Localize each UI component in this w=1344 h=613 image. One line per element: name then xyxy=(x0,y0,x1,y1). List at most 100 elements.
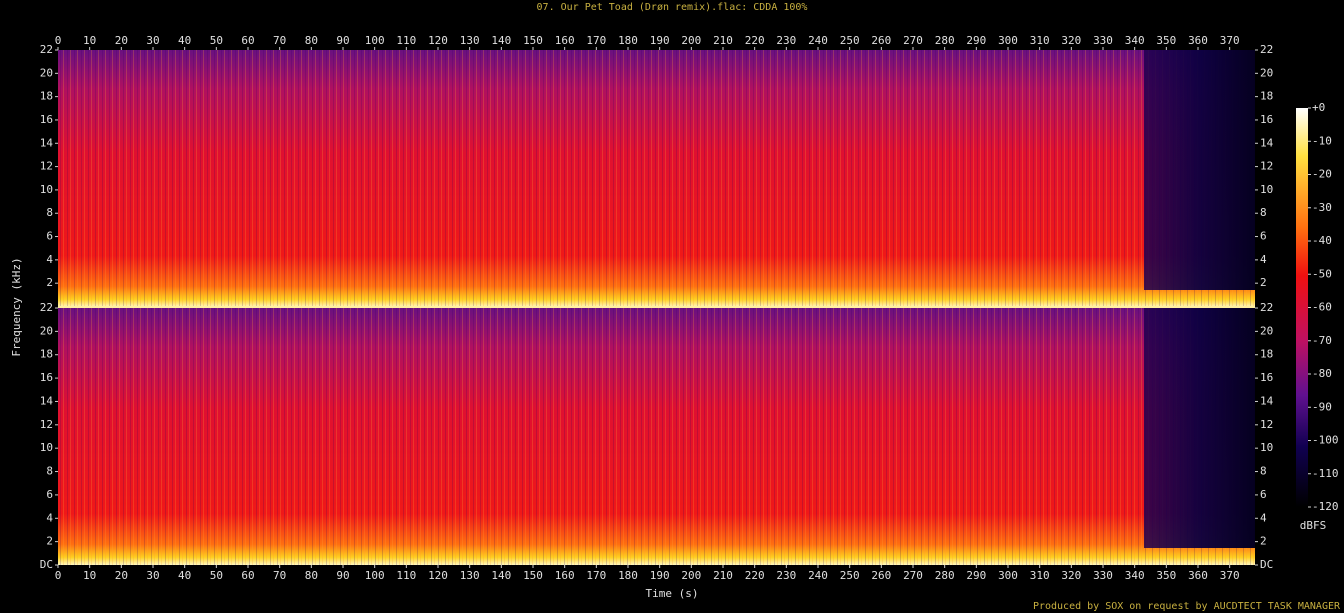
color-bar-tick-label: -20 xyxy=(1312,168,1332,181)
y-tick-label: 12 xyxy=(40,160,53,173)
x-tick-label: 260 xyxy=(871,34,891,47)
x-tick-label: 160 xyxy=(555,34,575,47)
color-bar-tick-label: +0 xyxy=(1312,101,1325,114)
y-tick-label: 20 xyxy=(40,66,53,79)
color-bar-label: dBFS xyxy=(1300,519,1327,532)
y-tick-label: 16 xyxy=(1260,113,1273,126)
x-tick-label: 190 xyxy=(650,34,670,47)
x-tick-label: 190 xyxy=(650,569,670,582)
y-tick-label: 14 xyxy=(40,136,54,149)
x-tick-label: 210 xyxy=(713,569,733,582)
x-tick-label: 50 xyxy=(210,34,223,47)
x-tick-label: 50 xyxy=(210,569,223,582)
y-tick-label: 4 xyxy=(1260,511,1267,524)
y-tick-label: 2 xyxy=(1260,535,1267,548)
x-tick-label: 320 xyxy=(1061,569,1081,582)
x-tick-label: 140 xyxy=(491,569,511,582)
x-tick-label: 200 xyxy=(681,34,701,47)
y-tick-label: 18 xyxy=(1260,90,1273,103)
x-tick-label: 140 xyxy=(491,34,511,47)
x-tick-label: 40 xyxy=(178,569,191,582)
x-tick-label: 80 xyxy=(305,569,318,582)
x-tick-label: 80 xyxy=(305,34,318,47)
x-tick-label: 260 xyxy=(871,569,891,582)
y-tick-label: 18 xyxy=(40,90,53,103)
x-tick-label: 290 xyxy=(966,34,986,47)
x-tick-label: 370 xyxy=(1220,34,1240,47)
y-tick-label: 22 xyxy=(40,43,53,56)
x-tick-label: 240 xyxy=(808,569,828,582)
color-bar-tick-label: -60 xyxy=(1312,301,1332,314)
x-tick-label: 30 xyxy=(146,34,159,47)
color-bar-tick-label: -50 xyxy=(1312,267,1332,280)
y-tick-label: 8 xyxy=(46,465,53,478)
x-tick-label: 150 xyxy=(523,569,543,582)
x-tick-label: 200 xyxy=(681,569,701,582)
x-tick-label: 370 xyxy=(1220,569,1240,582)
x-tick-label: 290 xyxy=(966,569,986,582)
x-tick-label: 340 xyxy=(1125,569,1145,582)
x-tick-label: 350 xyxy=(1156,34,1176,47)
color-bar-tick-label: -10 xyxy=(1312,134,1332,147)
y-tick-label: 14 xyxy=(40,394,54,407)
x-tick-label: 110 xyxy=(396,34,416,47)
y-tick-label: 4 xyxy=(1260,253,1267,266)
x-tick-label: 270 xyxy=(903,34,923,47)
x-tick-label: 210 xyxy=(713,34,733,47)
x-tick-label: 330 xyxy=(1093,569,1113,582)
color-bar-tick-label: -80 xyxy=(1312,367,1332,380)
y-tick-label: 8 xyxy=(46,206,53,219)
x-tick-label: 130 xyxy=(460,569,480,582)
y-tick-label: 2 xyxy=(46,276,53,289)
y-tick-label: 4 xyxy=(46,253,53,266)
color-bar xyxy=(1296,108,1308,507)
x-tick-label: 220 xyxy=(745,569,765,582)
x-tick-label: 150 xyxy=(523,34,543,47)
color-bar-tick-label: -30 xyxy=(1312,201,1332,214)
x-tick-label: 320 xyxy=(1061,34,1081,47)
x-tick-label: 240 xyxy=(808,34,828,47)
x-tick-label: 350 xyxy=(1156,569,1176,582)
y-tick-label: 20 xyxy=(1260,324,1273,337)
x-tick-label: 170 xyxy=(586,569,606,582)
y-tick-label: 20 xyxy=(40,324,53,337)
x-tick-label: 10 xyxy=(83,569,96,582)
y-tick-label: 10 xyxy=(1260,183,1273,196)
x-tick-label: 20 xyxy=(115,34,128,47)
y-tick-label: DC xyxy=(40,558,53,571)
x-tick-label: 330 xyxy=(1093,34,1113,47)
x-tick-label: 120 xyxy=(428,34,448,47)
y-tick-label: 22 xyxy=(40,301,53,314)
y-tick-label: 20 xyxy=(1260,66,1273,79)
color-bar-tick-label: -110 xyxy=(1312,467,1339,480)
x-tick-label: 100 xyxy=(365,34,385,47)
y-tick-label: 6 xyxy=(1260,488,1267,501)
x-tick-label: 270 xyxy=(903,569,923,582)
x-tick-label: 360 xyxy=(1188,34,1208,47)
x-tick-label: 60 xyxy=(241,569,254,582)
x-tick-label: 70 xyxy=(273,569,286,582)
color-bar-tick-label: -120 xyxy=(1312,500,1339,513)
y-tick-label: 8 xyxy=(1260,206,1267,219)
x-tick-label: 170 xyxy=(586,34,606,47)
x-tick-label: 0 xyxy=(55,34,62,47)
color-bar-tick-label: -40 xyxy=(1312,234,1332,247)
x-tick-label: 310 xyxy=(1030,34,1050,47)
color-bar-tick-label: -70 xyxy=(1312,334,1332,347)
y-tick-label: 8 xyxy=(1260,465,1267,478)
x-tick-label: 340 xyxy=(1125,34,1145,47)
y-tick-label: 12 xyxy=(40,418,53,431)
x-tick-label: 30 xyxy=(146,569,159,582)
chart-title: 07. Our Pet Toad (Drøn remix).flac: CDDA… xyxy=(537,2,808,13)
x-tick-label: 250 xyxy=(840,569,860,582)
x-axis-label: Time (s) xyxy=(646,587,699,600)
x-tick-label: 90 xyxy=(336,569,349,582)
y-axis-label: Frequency (kHz) xyxy=(10,257,23,356)
y-tick-label: 16 xyxy=(1260,371,1273,384)
x-tick-label: 220 xyxy=(745,34,765,47)
y-tick-label: 6 xyxy=(46,230,53,243)
x-tick-label: 310 xyxy=(1030,569,1050,582)
y-tick-label: 2 xyxy=(1260,276,1267,289)
